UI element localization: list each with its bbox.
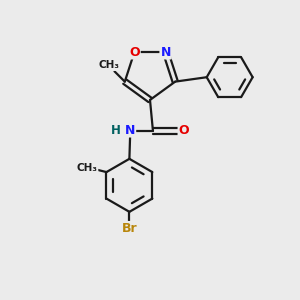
- Text: CH₃: CH₃: [98, 60, 119, 70]
- Text: CH₃: CH₃: [77, 163, 98, 173]
- Text: O: O: [178, 124, 189, 137]
- Text: Br: Br: [122, 221, 137, 235]
- Text: O: O: [129, 46, 140, 59]
- Text: H: H: [111, 124, 121, 137]
- Text: N: N: [125, 124, 136, 137]
- Text: N: N: [160, 46, 171, 59]
